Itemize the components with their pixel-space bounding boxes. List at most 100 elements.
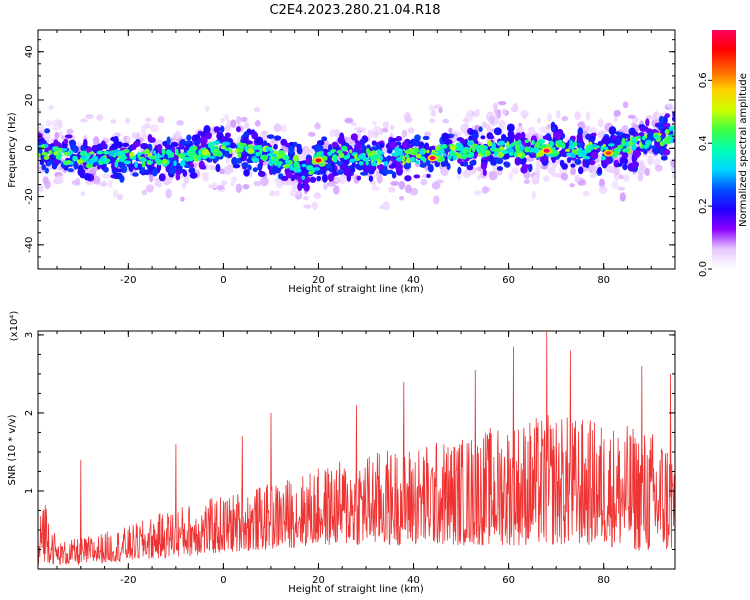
heatmap-cell	[148, 161, 153, 165]
heatmap-cell	[168, 167, 176, 175]
heatmap-cell	[672, 173, 675, 179]
heatmap-cell	[223, 141, 231, 146]
heatmap-cell	[251, 158, 256, 162]
heatmap-cell	[479, 149, 487, 155]
heatmap-cell	[549, 140, 554, 147]
heatmap-cell	[537, 138, 545, 145]
heatmap-cell	[519, 144, 525, 151]
heatmap-cell	[70, 142, 75, 152]
heatmap-cell	[412, 139, 421, 147]
heatmap-cell	[616, 148, 622, 153]
heatmap-cell	[338, 152, 345, 159]
heatmap-cell	[213, 126, 221, 133]
heatmap-cell	[53, 151, 59, 156]
heatmap-cell	[234, 148, 239, 154]
heatmap-cell	[492, 160, 497, 166]
heatmap-cell	[578, 147, 583, 151]
heatmap-cell	[302, 196, 309, 201]
heatmap-cell	[622, 163, 628, 171]
heatmap-cell	[72, 155, 78, 162]
heatmap-cell	[430, 109, 437, 117]
heatmap-cell	[531, 139, 535, 146]
heatmap-cell	[662, 115, 668, 125]
heatmap-cell	[493, 102, 498, 111]
heatmap-cell	[270, 166, 278, 175]
heatmap-cell	[260, 130, 269, 139]
heatmap-cell	[457, 142, 462, 149]
heatmap-cell	[113, 135, 119, 145]
heatmap-cell	[457, 131, 462, 137]
x-tick-label: 0	[220, 275, 226, 286]
heatmap-cell	[152, 150, 156, 155]
heatmap-cell	[334, 177, 340, 183]
heatmap-cell	[433, 104, 442, 110]
heatmap-cell	[520, 166, 528, 174]
heatmap-peak-core	[543, 148, 550, 153]
heatmap-cell	[116, 151, 124, 155]
heatmap-cell	[382, 168, 389, 174]
heatmap-cell	[476, 174, 482, 180]
heatmap-cell	[523, 179, 530, 185]
heatmap-cell	[44, 128, 51, 134]
heatmap-cell	[266, 146, 272, 151]
heatmap-cell	[382, 201, 391, 211]
heatmap-cell	[81, 155, 86, 160]
heatmap-cell	[350, 133, 358, 141]
heatmap-cell	[323, 182, 328, 191]
heatmap-cell	[303, 204, 312, 209]
heatmap-cell	[435, 145, 441, 152]
heatmap-cell	[243, 169, 250, 177]
heatmap-cell	[319, 170, 327, 175]
heatmap-cell	[38, 123, 45, 131]
heatmap-cell	[542, 135, 551, 140]
heatmap-cell	[155, 153, 161, 159]
heatmap-cell	[226, 164, 235, 171]
heatmap-cell	[373, 131, 379, 139]
heatmap-cell	[396, 156, 403, 162]
heatmap-cell	[339, 164, 348, 171]
heatmap-cell	[253, 180, 262, 187]
heatmap-cell	[231, 156, 238, 166]
heatmap-cell	[211, 182, 218, 189]
heatmap-cell	[253, 106, 261, 113]
heatmap-cell	[365, 160, 369, 166]
spectrogram-x-label: Height of straight line (km)	[288, 284, 424, 295]
heatmap-cell	[471, 131, 479, 140]
heatmap-cell	[288, 145, 295, 155]
heatmap-cell	[210, 147, 215, 154]
heatmap-cell	[140, 158, 145, 162]
heatmap-cell	[518, 122, 523, 127]
heatmap-cell	[343, 155, 349, 160]
heatmap-cell	[580, 149, 588, 157]
heatmap-cell	[539, 155, 548, 163]
heatmap-cell	[66, 160, 71, 164]
heatmap-cell	[112, 189, 118, 198]
heatmap-cell	[399, 195, 405, 201]
heatmap-cell	[463, 138, 468, 145]
heatmap-cell	[213, 148, 220, 153]
heatmap-cell	[542, 175, 550, 183]
heatmap-cell	[532, 174, 539, 181]
heatmap-cell	[669, 125, 675, 131]
heatmap-cell	[92, 136, 100, 146]
heatmap-cell	[136, 152, 143, 156]
heatmap-cell	[156, 143, 163, 152]
heatmap-cell	[628, 127, 636, 136]
heatmap-cell	[574, 158, 582, 165]
heatmap-cell	[610, 135, 619, 141]
heatmap-cell	[660, 155, 668, 161]
heatmap-cell	[376, 164, 384, 170]
heatmap-cell	[349, 158, 356, 163]
heatmap-cell	[62, 159, 67, 165]
heatmap-cell	[353, 126, 363, 132]
heatmap-cell	[237, 152, 242, 159]
heatmap-cell	[511, 106, 517, 113]
heatmap-cell	[332, 185, 340, 195]
heatmap-cell	[231, 176, 238, 182]
heatmap-cell	[114, 161, 119, 168]
heatmap-cell	[48, 105, 54, 110]
heatmap-cell	[585, 111, 591, 121]
heatmap-cell	[227, 168, 235, 173]
heatmap-cell	[185, 140, 191, 145]
heatmap-cell	[619, 174, 624, 180]
